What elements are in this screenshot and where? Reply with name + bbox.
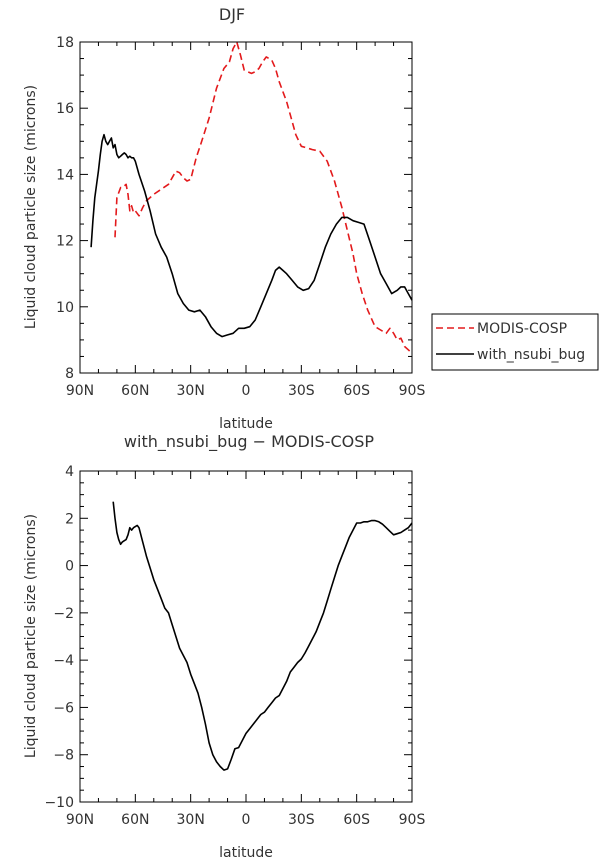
legend: MODIS-COSP with_nsubi_bug [431, 313, 599, 371]
top-chart-y-tick-label: 8 [65, 366, 74, 382]
top-chart-x-axis-label: latitude [219, 416, 273, 432]
top-chart-series-with-nsubi-bug [90, 133, 413, 338]
top-chart-y-tick-label: 16 [56, 101, 74, 117]
bottom-chart-panel: with_nsubi_bug − MODIS-COSP −10 −8 −6 −4 −2 0… [23, 432, 425, 861]
top-chart-y-tick-label: 18 [56, 35, 74, 51]
top-chart-x-tick-labels: 90N 60N 30N 0 30S 60S 90S [66, 383, 426, 399]
top-chart-series-modis-cosp [114, 41, 413, 354]
bottom-chart-x-tick-labels: 90N 60N 30N 0 30S 60S 90S [66, 812, 426, 828]
bottom-chart-x-tick-label: 30S [288, 812, 315, 828]
top-chart-x-tick-label: 60S [343, 383, 370, 399]
bottom-chart-x-tick-label: 30N [177, 812, 205, 828]
top-chart-y-tick-label: 14 [56, 167, 74, 183]
bottom-chart-y-tick-label: −10 [44, 795, 74, 811]
top-chart-x-tick-label: 30S [288, 383, 315, 399]
top-chart-y-tick-labels: 8 10 12 14 16 18 [56, 35, 74, 382]
bottom-chart-y-axis-label: Liquid cloud particle size (microns) [23, 514, 39, 758]
bottom-chart-y-tick-label: −8 [53, 748, 74, 764]
bottom-chart-y-tick-labels: −10 −8 −6 −4 −2 0 2 4 [44, 464, 74, 811]
top-chart-y-axis-label: Liquid cloud particle size (microns) [23, 85, 39, 329]
bottom-chart-y-tick-label: 4 [65, 464, 74, 480]
top-chart-x-tick-label: 90N [66, 383, 94, 399]
bottom-chart-x-tick-label: 60N [121, 812, 149, 828]
top-chart-y-tick-label: 10 [56, 300, 74, 316]
bottom-chart-series-with-nsubi-bug-modis-cosp [112, 501, 413, 771]
top-chart-series-group [90, 41, 413, 354]
top-chart-panel: DJF 8 10 12 14 16 18 90N 60N 30N 0 30S 60S 90S lati… [23, 5, 599, 432]
top-chart-y-tick-label: 12 [56, 234, 74, 250]
bottom-chart-x-tick-label: 0 [242, 812, 251, 828]
bottom-chart-y-tick-label: 2 [65, 511, 74, 527]
bottom-chart-y-tick-label: 0 [65, 559, 74, 575]
bottom-chart-y-tick-label: −2 [53, 606, 74, 622]
legend-box [431, 313, 599, 371]
top-chart-title: DJF [219, 5, 245, 24]
bottom-chart-y-tick-label: −4 [53, 653, 74, 669]
top-chart-x-tick-label: 60N [121, 383, 149, 399]
legend-label-with-nsubi-bug: with_nsubi_bug [477, 347, 585, 363]
legend-label-modis-cosp: MODIS-COSP [477, 321, 567, 337]
top-chart-x-tick-label: 90S [399, 383, 426, 399]
bottom-chart-ticks [79, 470, 413, 803]
bottom-chart-x-tick-label: 90S [399, 812, 426, 828]
top-chart-ticks [79, 41, 413, 374]
bottom-chart-x-axis-label: latitude [219, 845, 273, 861]
bottom-chart-plot-frame [79, 470, 413, 803]
bottom-chart-series-group [112, 501, 413, 771]
bottom-chart-title: with_nsubi_bug − MODIS-COSP [124, 432, 374, 452]
bottom-chart-x-tick-label: 90N [66, 812, 94, 828]
bottom-chart-y-tick-label: −6 [53, 700, 74, 716]
bottom-chart-x-tick-label: 60S [343, 812, 370, 828]
top-chart-x-tick-label: 0 [242, 383, 251, 399]
top-chart-x-tick-label: 30N [177, 383, 205, 399]
